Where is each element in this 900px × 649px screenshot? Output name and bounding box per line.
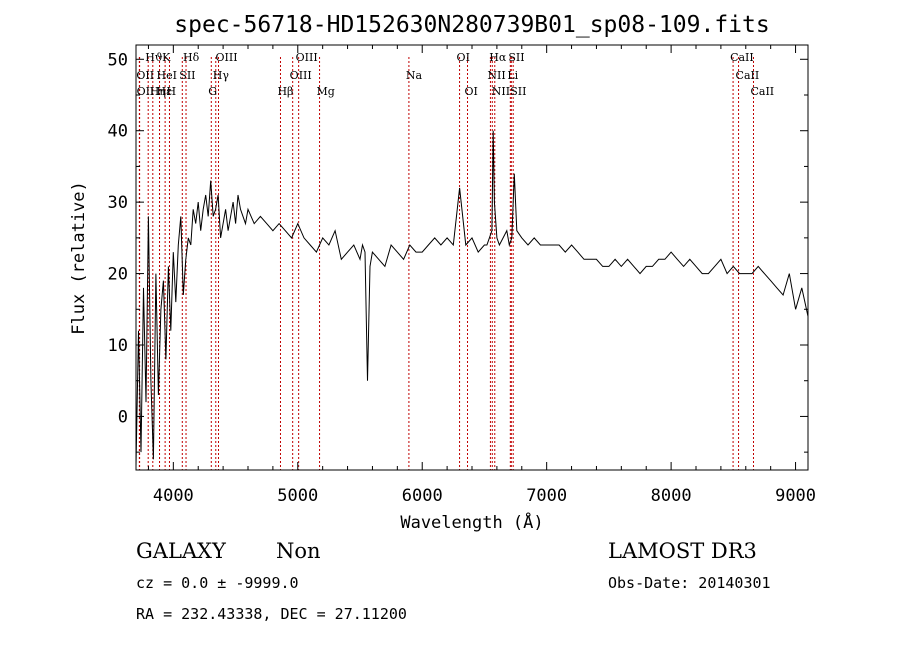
spectral-line-label: CaII: [750, 85, 774, 98]
spectral-line-label: OIII: [296, 51, 318, 64]
spectral-line-label: Mg: [317, 85, 335, 98]
x-tick-label: 7000: [526, 486, 567, 506]
spectral-line-label: G: [208, 85, 217, 98]
x-tick-label: 5000: [277, 486, 318, 506]
spectral-line-label: Hδ: [183, 51, 200, 64]
plot-frame: [135, 44, 809, 471]
spectral-line-label: HeI: [157, 69, 177, 82]
y-axis-label: Flux (relative): [69, 181, 89, 335]
y-axis: 0 10 20 30 40 50: [108, 50, 808, 453]
spectrum-line: [135, 130, 809, 467]
x-axis: 4000 5000 6000 7000 8000 9000: [147, 45, 816, 506]
spectral-line-label: SII: [510, 85, 526, 98]
spectral-line-label: Hϑ: [145, 51, 163, 64]
spectral-line-label: Hε: [157, 85, 173, 98]
y-tick-label: 10: [108, 336, 128, 356]
spectral-line-label: OIII: [216, 51, 238, 64]
spectral-line-label: SII: [179, 69, 195, 82]
spectral-line-label: OII: [137, 85, 155, 98]
spectral-line-label: Hβ: [277, 85, 293, 98]
spectral-line-label: Na: [406, 69, 423, 82]
y-tick-label: 30: [108, 193, 128, 213]
spectral-line-label: OII: [136, 69, 154, 82]
y-tick-label: 40: [108, 122, 128, 142]
spectral-line-label: CaII: [736, 69, 760, 82]
spectral-line-label: SII: [508, 51, 524, 64]
spectral-line-label: Hα: [489, 51, 507, 64]
x-tick-label: 8000: [651, 486, 692, 506]
chart-title: spec-56718-HD152630N280739B01_sp08-109.f…: [174, 12, 769, 38]
x-tick-label: 4000: [153, 486, 194, 506]
y-tick-label: 20: [108, 265, 128, 285]
spectral-line-label: Hη: [150, 85, 166, 98]
spectral-line-label: OI: [465, 85, 478, 98]
spectral-line-label: H: [166, 85, 176, 98]
spectral-line-label: NII: [492, 85, 510, 98]
spectral-line-label: OIII: [290, 69, 312, 82]
survey-name: LAMOST DR3: [608, 539, 757, 563]
spectral-line-label: OI: [457, 51, 470, 64]
spectral-line-markers: [138, 57, 754, 470]
obs-date: Obs-Date: 20140301: [608, 574, 771, 592]
object-subclass: Non: [276, 539, 321, 563]
spectral-line-label: K: [162, 51, 171, 64]
y-tick-label: 50: [108, 50, 128, 70]
spectral-line-label: NII: [487, 69, 505, 82]
x-axis-label: Wavelength (Å): [400, 511, 543, 533]
x-tick-label: 6000: [402, 486, 443, 506]
spectral-line-label: Li: [507, 69, 518, 82]
coordinates: RA = 232.43338, DEC = 27.11200: [136, 605, 407, 623]
spectral-line-label: CaII: [730, 51, 754, 64]
x-tick-label: 9000: [775, 486, 816, 506]
redshift-value: cz = 0.0 ± -9999.0: [136, 574, 299, 592]
object-class: GALAXY: [136, 539, 227, 563]
y-tick-label: 0: [118, 407, 128, 427]
spectral-line-label: Hγ: [213, 69, 230, 82]
